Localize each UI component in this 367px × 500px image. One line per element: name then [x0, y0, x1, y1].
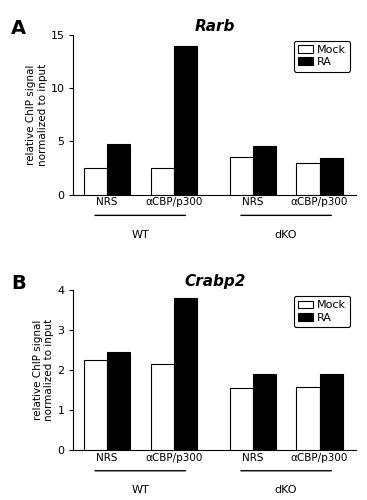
Bar [107, 144, 130, 194]
Text: dKO: dKO [275, 485, 297, 495]
Bar [230, 158, 252, 194]
Legend: Mock, RA: Mock, RA [294, 40, 350, 72]
Text: WT: WT [131, 485, 149, 495]
Bar [297, 387, 320, 450]
Text: WT: WT [131, 230, 149, 239]
Bar [252, 374, 276, 450]
Legend: Mock, RA: Mock, RA [294, 296, 350, 327]
Bar [174, 46, 197, 195]
Bar [150, 168, 174, 194]
Bar [107, 352, 130, 450]
Bar [320, 158, 343, 194]
Y-axis label: relative ChIP signal
normalized to input: relative ChIP signal normalized to input [26, 64, 48, 166]
Bar [297, 162, 320, 194]
Text: B: B [11, 274, 26, 293]
Text: dKO: dKO [275, 230, 297, 239]
Bar [174, 298, 197, 450]
Title: Crabp2: Crabp2 [184, 274, 246, 289]
Bar [252, 146, 276, 194]
Title: Rarb: Rarb [195, 19, 235, 34]
Bar [84, 360, 107, 450]
Bar [230, 388, 252, 450]
Text: A: A [11, 19, 26, 38]
Bar [320, 374, 343, 450]
Bar [150, 364, 174, 450]
Y-axis label: relative ChIP signal
normalized to input: relative ChIP signal normalized to input [33, 319, 54, 422]
Bar [84, 168, 107, 194]
